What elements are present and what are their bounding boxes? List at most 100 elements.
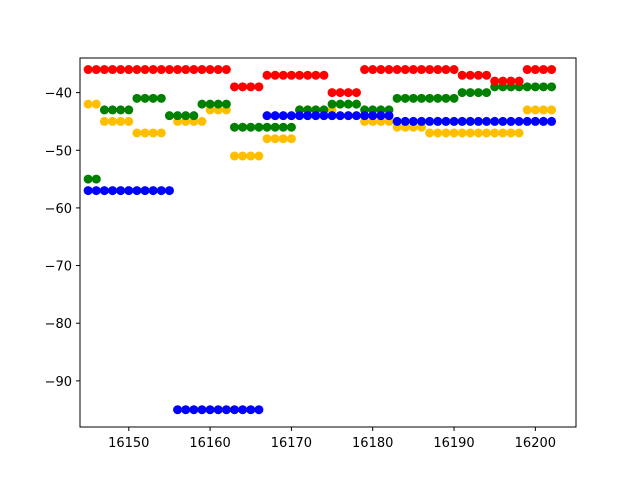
data-point <box>189 65 199 75</box>
x-tick-label: 16170 <box>271 436 312 451</box>
data-point <box>441 116 451 126</box>
data-point <box>205 405 215 415</box>
data-point <box>538 82 548 92</box>
x-tick-label: 16150 <box>108 436 149 451</box>
data-point <box>538 105 548 115</box>
data-point <box>335 111 345 121</box>
data-point <box>457 128 467 138</box>
data-point <box>189 405 199 415</box>
data-point <box>254 82 264 92</box>
data-point <box>547 105 557 115</box>
data-point <box>140 65 150 75</box>
data-point <box>221 405 231 415</box>
data-point <box>108 65 118 75</box>
data-point <box>449 128 459 138</box>
data-point <box>514 116 524 126</box>
data-point <box>286 134 296 144</box>
data-point <box>164 65 174 75</box>
data-point <box>498 128 508 138</box>
data-point <box>83 65 93 75</box>
data-point <box>262 70 272 80</box>
data-point <box>124 105 134 115</box>
data-point <box>246 405 256 415</box>
data-point <box>408 116 418 126</box>
data-point <box>213 65 223 75</box>
data-point <box>351 99 361 109</box>
data-point <box>116 116 126 126</box>
data-point <box>482 70 492 80</box>
data-point <box>278 122 288 132</box>
data-point <box>295 70 305 80</box>
data-point <box>335 88 345 98</box>
data-point <box>254 405 264 415</box>
data-point <box>538 65 548 75</box>
data-point <box>522 65 532 75</box>
data-point <box>278 111 288 121</box>
data-point <box>116 105 126 115</box>
data-point <box>132 93 142 103</box>
data-point <box>197 405 207 415</box>
data-point <box>173 111 183 121</box>
data-point <box>148 65 158 75</box>
data-point <box>400 93 410 103</box>
data-point <box>384 111 394 121</box>
data-point <box>425 116 435 126</box>
series-0 <box>83 99 557 161</box>
data-point <box>457 70 467 80</box>
data-point <box>327 88 337 98</box>
data-point <box>140 128 150 138</box>
data-point <box>360 65 370 75</box>
data-point <box>482 128 492 138</box>
data-point <box>295 111 305 121</box>
data-point <box>156 65 166 75</box>
data-point <box>91 99 101 109</box>
data-point <box>433 65 443 75</box>
data-point <box>132 128 142 138</box>
data-point <box>408 65 418 75</box>
data-point <box>99 65 109 75</box>
data-point <box>433 116 443 126</box>
data-point <box>132 186 142 196</box>
data-point <box>99 186 109 196</box>
data-point <box>392 116 402 126</box>
y-tick-label: −40 <box>45 87 72 102</box>
data-point <box>522 105 532 115</box>
x-tick-label: 16180 <box>352 436 393 451</box>
data-point <box>400 116 410 126</box>
data-point <box>425 65 435 75</box>
data-point <box>343 111 353 121</box>
data-point <box>473 70 483 80</box>
data-point <box>278 134 288 144</box>
data-point <box>360 111 370 121</box>
data-point <box>433 93 443 103</box>
data-point <box>156 186 166 196</box>
data-point <box>213 99 223 109</box>
data-point <box>124 116 134 126</box>
data-point <box>156 128 166 138</box>
data-point <box>270 70 280 80</box>
x-tick-label: 16190 <box>433 436 474 451</box>
x-tick-label: 16200 <box>515 436 556 451</box>
data-point <box>254 151 264 161</box>
data-point <box>173 65 183 75</box>
series-2 <box>83 65 557 98</box>
data-point <box>400 65 410 75</box>
data-point <box>83 99 93 109</box>
data-point <box>124 186 134 196</box>
data-point <box>197 99 207 109</box>
y-axis-ticks: −90 −80 −70 −60 −50 −40 <box>45 87 80 390</box>
data-point <box>140 93 150 103</box>
data-point <box>376 111 386 121</box>
data-point <box>530 116 540 126</box>
data-point <box>417 93 427 103</box>
data-point <box>465 128 475 138</box>
data-point <box>286 122 296 132</box>
data-point <box>286 111 296 121</box>
data-point <box>425 128 435 138</box>
data-point <box>148 186 158 196</box>
data-point <box>473 88 483 98</box>
data-point <box>246 151 256 161</box>
data-point <box>140 186 150 196</box>
data-point <box>530 82 540 92</box>
